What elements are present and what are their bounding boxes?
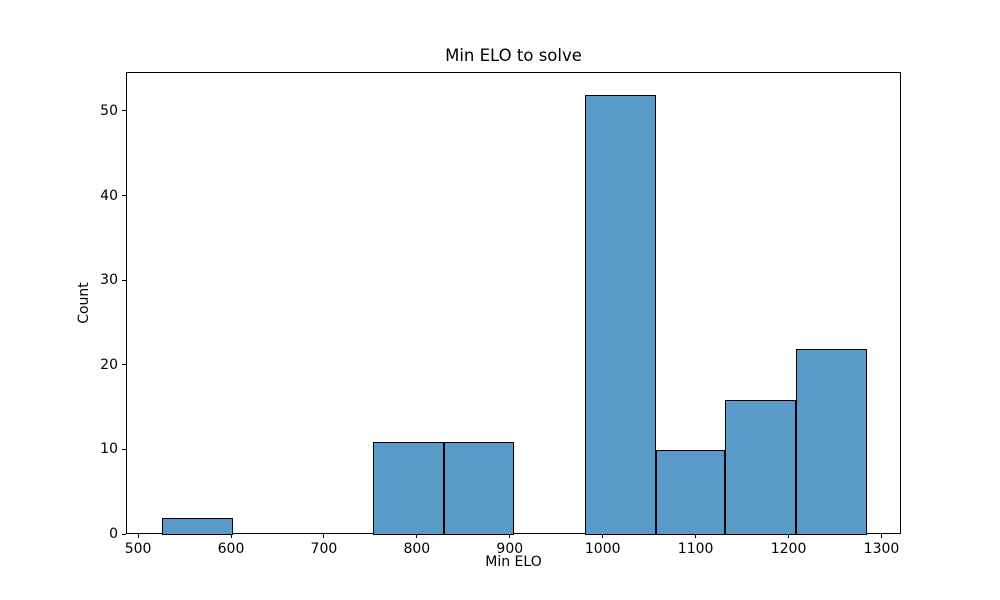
plot-area — [126, 72, 901, 535]
x-axis-label: Min ELO — [485, 554, 542, 570]
histogram-bar — [162, 518, 233, 535]
x-tick-label: 500 — [124, 541, 152, 557]
x-tick-label: 1300 — [863, 541, 900, 557]
y-tick-label: 10 — [100, 441, 118, 458]
x-tick-mark — [230, 534, 232, 538]
x-tick-mark — [788, 534, 790, 538]
x-tick-mark — [695, 534, 697, 538]
y-tick-mark — [122, 533, 126, 535]
x-tick-mark — [137, 534, 139, 538]
y-tick-label: 40 — [100, 187, 118, 204]
histogram-bar — [443, 441, 515, 535]
chart-title: Min ELO to solve — [445, 46, 582, 65]
histogram-bar — [585, 95, 656, 535]
y-tick-mark — [122, 195, 126, 197]
x-tick-mark — [880, 534, 882, 538]
histogram-bar — [796, 348, 867, 535]
y-tick-mark — [122, 110, 126, 112]
x-tick-label: 1000 — [584, 541, 621, 557]
x-tick-mark — [323, 534, 325, 538]
x-tick-label: 700 — [310, 541, 338, 557]
y-tick-mark — [122, 448, 126, 450]
x-tick-label: 1100 — [677, 541, 714, 557]
y-tick-label: 0 — [109, 526, 118, 542]
histogram-bar — [373, 441, 444, 535]
y-tick-label: 30 — [100, 272, 118, 289]
x-tick-label: 1200 — [770, 541, 807, 557]
histogram-bar — [655, 450, 726, 535]
x-tick-mark — [416, 534, 418, 538]
x-tick-label: 800 — [403, 541, 431, 557]
x-tick-label: 600 — [217, 541, 245, 557]
y-tick-label: 20 — [100, 356, 118, 373]
x-tick-mark — [602, 534, 604, 538]
x-tick-mark — [509, 534, 511, 538]
y-tick-mark — [122, 279, 126, 281]
histogram-bar — [725, 399, 797, 535]
y-tick-mark — [122, 364, 126, 366]
x-tick-label: 900 — [496, 541, 524, 557]
y-tick-label: 50 — [100, 102, 118, 119]
